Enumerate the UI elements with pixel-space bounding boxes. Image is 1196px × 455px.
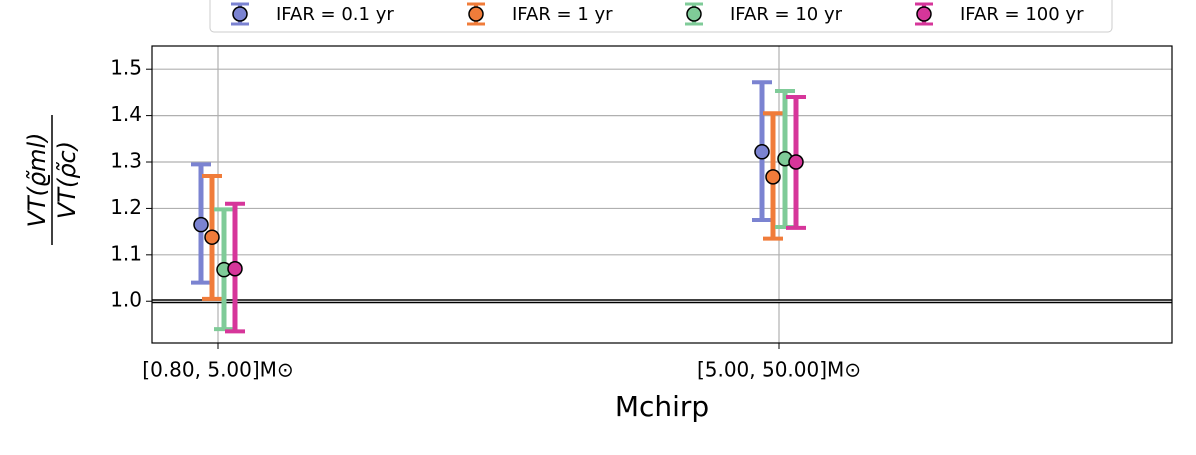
legend-marker xyxy=(686,6,702,22)
legend-marker xyxy=(468,6,484,22)
point xyxy=(765,169,781,185)
y-tick-label: 1.0 xyxy=(110,288,142,312)
y-label-numerator: VT(ϱ̃ml) xyxy=(23,132,51,227)
point xyxy=(788,154,804,170)
legend-marker xyxy=(232,6,248,22)
point xyxy=(204,229,220,245)
legend-label: IFAR = 100 yr xyxy=(960,4,1084,25)
x-tick-label: [5.00, 50.00]M⊙ xyxy=(697,358,861,382)
legend-marker xyxy=(916,6,932,22)
y-label-denominator: VT(ρ̃c) xyxy=(53,141,81,219)
y-tick-label: 1.1 xyxy=(110,241,142,265)
legend-label: IFAR = 10 yr xyxy=(730,4,843,25)
legend-label: IFAR = 0.1 yr xyxy=(276,4,394,25)
x-tick-label: [0.80, 5.00]M⊙ xyxy=(142,358,293,382)
y-tick-label: 1.3 xyxy=(110,149,142,173)
y-tick-label: 1.2 xyxy=(110,195,142,219)
point xyxy=(754,144,770,160)
legend-label: IFAR = 1 yr xyxy=(512,4,613,25)
y-tick-label: 1.5 xyxy=(110,56,142,80)
point xyxy=(193,216,209,233)
plot-frame xyxy=(151,45,1173,344)
legend-box xyxy=(209,0,1113,33)
y-tick-label: 1.4 xyxy=(110,102,142,126)
point xyxy=(227,261,243,277)
x-label: Mchirp xyxy=(615,390,709,423)
